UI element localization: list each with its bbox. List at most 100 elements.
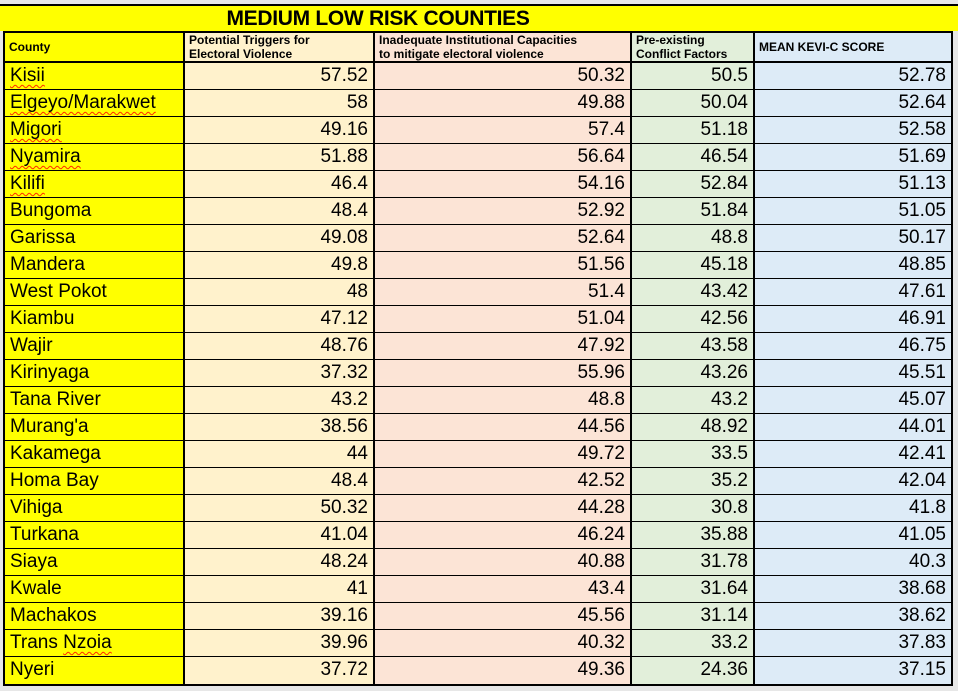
table-row: Kisii 57.52 50.32 50.5 52.78: [5, 63, 951, 90]
county-cell: Murang'a: [5, 414, 185, 441]
county-name: Vihiga: [10, 497, 63, 518]
conflict-value-cell: 35.88: [632, 522, 755, 549]
table-body: Kisii 57.52 50.32 50.5 52.78 Elgeyo/Mara…: [5, 63, 951, 684]
conflict-value-cell: 31.14: [632, 603, 755, 630]
county-name: Siaya: [10, 551, 58, 572]
capacities-value-cell: 49.88: [375, 90, 632, 117]
mean-score-value-cell: 38.62: [755, 603, 951, 630]
mean-score-value-cell: 42.04: [755, 468, 951, 495]
mean-score-value-cell: 40.3: [755, 549, 951, 576]
conflict-value-cell: 43.58: [632, 333, 755, 360]
county-cell: Kirinyaga: [5, 360, 185, 387]
capacities-value-cell: 51.4: [375, 279, 632, 306]
county-cell: Vihiga: [5, 495, 185, 522]
conflict-value-cell: 35.2: [632, 468, 755, 495]
triggers-value-cell: 41: [185, 576, 375, 603]
capacities-value-cell: 55.96: [375, 360, 632, 387]
conflict-value-cell: 24.36: [632, 657, 755, 684]
capacities-value-cell: 42.52: [375, 468, 632, 495]
triggers-value-cell: 57.52: [185, 63, 375, 90]
mean-score-value-cell: 41.05: [755, 522, 951, 549]
county-cell: Homa Bay: [5, 468, 185, 495]
risk-counties-table: County Potential Triggers for Electoral …: [3, 31, 953, 686]
capacities-value-cell: 52.64: [375, 225, 632, 252]
triggers-value-cell: 41.04: [185, 522, 375, 549]
triggers-value-cell: 58: [185, 90, 375, 117]
table-row: Elgeyo/Marakwet 58 49.88 50.04 52.64: [5, 90, 951, 117]
header-triggers: Potential Triggers for Electoral Violenc…: [185, 33, 375, 63]
table-row: Homa Bay 48.4 42.52 35.2 42.04: [5, 468, 951, 495]
table-row: Mandera 49.8 51.56 45.18 48.85: [5, 252, 951, 279]
county-cell: Siaya: [5, 549, 185, 576]
capacities-value-cell: 49.36: [375, 657, 632, 684]
triggers-value-cell: 48.4: [185, 468, 375, 495]
capacities-value-cell: 51.04: [375, 306, 632, 333]
county-cell: Mandera: [5, 252, 185, 279]
triggers-value-cell: 51.88: [185, 144, 375, 171]
conflict-value-cell: 51.18: [632, 117, 755, 144]
table-row: Murang'a 38.56 44.56 48.92 44.01: [5, 414, 951, 441]
table-title-bar: MEDIUM LOW RISK COUNTIES: [0, 4, 958, 31]
conflict-value-cell: 48.92: [632, 414, 755, 441]
county-cell: Kilifi: [5, 171, 185, 198]
mean-score-value-cell: 52.78: [755, 63, 951, 90]
table-row: Migori 49.16 57.4 51.18 52.58: [5, 117, 951, 144]
mean-score-value-cell: 38.68: [755, 576, 951, 603]
triggers-value-cell: 49.16: [185, 117, 375, 144]
triggers-value-cell: 46.4: [185, 171, 375, 198]
triggers-value-cell: 38.56: [185, 414, 375, 441]
conflict-value-cell: 43.2: [632, 387, 755, 414]
table-row: West Pokot 48 51.4 43.42 47.61: [5, 279, 951, 306]
mean-score-value-cell: 37.83: [755, 630, 951, 657]
capacities-value-cell: 43.4: [375, 576, 632, 603]
county-name: Trans Nzoia: [10, 632, 112, 653]
table-row: Kwale 41 43.4 31.64 38.68: [5, 576, 951, 603]
capacities-value-cell: 52.92: [375, 198, 632, 225]
county-name: Kwale: [10, 578, 62, 599]
county-cell: Nyeri: [5, 657, 185, 684]
county-name: Elgeyo/Marakwet: [10, 92, 156, 113]
header-county: County: [5, 33, 185, 63]
header-mean-score: MEAN KEVI-C SCORE: [755, 33, 951, 63]
conflict-value-cell: 50.04: [632, 90, 755, 117]
table-row: Turkana 41.04 46.24 35.88 41.05: [5, 522, 951, 549]
conflict-value-cell: 50.5: [632, 63, 755, 90]
county-cell: Kisii: [5, 63, 185, 90]
county-name: Turkana: [10, 524, 79, 545]
table-row: Wajir 48.76 47.92 43.58 46.75: [5, 333, 951, 360]
county-name: Mandera: [10, 254, 85, 275]
triggers-value-cell: 49.08: [185, 225, 375, 252]
mean-score-value-cell: 51.05: [755, 198, 951, 225]
capacities-value-cell: 40.88: [375, 549, 632, 576]
county-name: Kilifi: [10, 173, 45, 194]
conflict-value-cell: 31.78: [632, 549, 755, 576]
capacities-value-cell: 57.4: [375, 117, 632, 144]
county-name: Kisii: [10, 65, 45, 86]
table-row: Siaya 48.24 40.88 31.78 40.3: [5, 549, 951, 576]
table-row: Kakamega 44 49.72 33.5 42.41: [5, 441, 951, 468]
table-row: Kilifi 46.4 54.16 52.84 51.13: [5, 171, 951, 198]
table-title: MEDIUM LOW RISK COUNTIES: [226, 7, 530, 30]
conflict-value-cell: 46.54: [632, 144, 755, 171]
triggers-value-cell: 39.96: [185, 630, 375, 657]
county-cell: Bungoma: [5, 198, 185, 225]
triggers-value-cell: 48.24: [185, 549, 375, 576]
county-name: Tana River: [10, 389, 101, 410]
table-row: Trans Nzoia 39.96 40.32 33.2 37.83: [5, 630, 951, 657]
capacities-value-cell: 44.56: [375, 414, 632, 441]
mean-score-value-cell: 51.69: [755, 144, 951, 171]
county-name: Homa Bay: [10, 470, 99, 491]
table-header-row: County Potential Triggers for Electoral …: [5, 33, 951, 63]
county-name: Kakamega: [10, 443, 101, 464]
county-cell: Elgeyo/Marakwet: [5, 90, 185, 117]
mean-score-value-cell: 42.41: [755, 441, 951, 468]
triggers-value-cell: 48: [185, 279, 375, 306]
header-conflict: Pre-existing Conflict Factors: [632, 33, 755, 63]
capacities-value-cell: 56.64: [375, 144, 632, 171]
conflict-value-cell: 33.2: [632, 630, 755, 657]
county-name: Wajir: [10, 335, 53, 356]
mean-score-value-cell: 46.75: [755, 333, 951, 360]
triggers-value-cell: 44: [185, 441, 375, 468]
county-name: Kiambu: [10, 308, 75, 329]
